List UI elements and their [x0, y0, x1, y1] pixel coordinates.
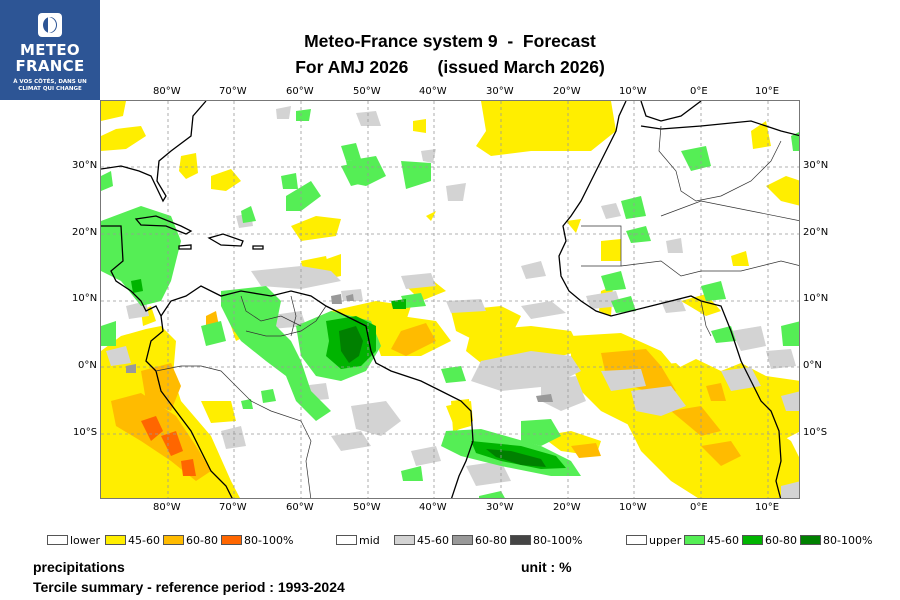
- meteo-france-emblem-icon: [38, 13, 62, 37]
- logo-tagline-line2: CLIMAT QUI CHANGE: [18, 86, 82, 92]
- lon-tick-bottom: 0°E: [690, 502, 708, 513]
- legend-swatch: [452, 535, 473, 545]
- legend-swatch: [510, 535, 531, 545]
- lon-tick-top: 20°W: [553, 86, 581, 97]
- legend-swatch-mid: [336, 535, 357, 545]
- lon-tick-top: 30°W: [486, 86, 514, 97]
- legend-item-lower-45-60: 45-60: [105, 534, 160, 547]
- lon-tick-top: 60°W: [286, 86, 314, 97]
- lat-tick-left: 0°N: [78, 360, 97, 371]
- lon-tick-bottom: 10°W: [619, 502, 647, 513]
- lat-tick-right: 10°S: [803, 427, 828, 438]
- legend-swatch: [221, 535, 242, 545]
- chart-title: Meteo-France system 9 - Forecast: [304, 31, 596, 51]
- lon-tick-bottom: 60°W: [286, 502, 314, 513]
- lat-tick-right: 30°N: [803, 160, 829, 171]
- legend-item-upper-45-60: 45-60: [684, 534, 739, 547]
- unit-label: unit : %: [521, 559, 572, 575]
- legend-swatch-upper: [626, 535, 647, 545]
- lower-tercile-80-100: [141, 416, 196, 476]
- lat-tick-left: 10°N: [72, 293, 98, 304]
- lon-tick-bottom: 40°W: [419, 502, 447, 513]
- legend-swatch: [105, 535, 126, 545]
- legend-swatch: [684, 535, 705, 545]
- legend-item-mid-80-100: 80-100%: [510, 534, 582, 547]
- legend-item-lower-60-80: 60-80: [163, 534, 218, 547]
- lon-tick-top: 10°E: [755, 86, 780, 97]
- lat-tick-right: 10°N: [803, 293, 829, 304]
- mid-tercile-60-80: [126, 294, 553, 402]
- legend-mid: mid 45-60 60-80 80-100%: [336, 534, 586, 548]
- legend-item-upper-80-100: 80-100%: [800, 534, 872, 547]
- logo-tagline-line1: À VOS CÔTÉS, DANS UN: [13, 79, 87, 85]
- lon-tick-top: 40°W: [419, 86, 447, 97]
- legend-item-upper: upper: [626, 534, 681, 547]
- forecast-map[interactable]: [100, 100, 800, 499]
- lon-tick-bottom: 30°W: [486, 502, 514, 513]
- lon-tick-top: 0°E: [690, 86, 708, 97]
- legend-swatch: [742, 535, 763, 545]
- lat-tick-left: 10°S: [73, 427, 98, 438]
- lat-tick-right: 0°N: [803, 360, 822, 371]
- summary-label: Tercile summary - reference period : 199…: [33, 579, 345, 595]
- tercile-probability-map: [101, 101, 799, 498]
- lat-tick-left: 30°N: [72, 160, 98, 171]
- legend-item-mid-60-80: 60-80: [452, 534, 507, 547]
- legend-item-mid-45-60: 45-60: [394, 534, 449, 547]
- country-borders: [155, 125, 799, 498]
- graticule: [101, 101, 799, 498]
- logo-name-line2: FRANCE: [15, 57, 85, 75]
- legend-item-lower: lower: [47, 534, 100, 547]
- coastlines: [101, 101, 799, 498]
- lon-tick-top: 10°W: [619, 86, 647, 97]
- upper-tercile-80-100: [339, 326, 546, 467]
- lon-tick-bottom: 70°W: [219, 502, 247, 513]
- lon-tick-bottom: 20°W: [553, 502, 581, 513]
- legend-item-mid: mid: [336, 534, 380, 547]
- chart-subtitle: For AMJ 2026 (issued March 2026): [295, 57, 605, 77]
- variable-label: precipitations: [33, 559, 125, 575]
- lat-tick-right: 20°N: [803, 227, 829, 238]
- lon-tick-top: 70°W: [219, 86, 247, 97]
- lon-tick-bottom: 80°W: [153, 502, 181, 513]
- legend-swatch: [800, 535, 821, 545]
- legend-item-lower-80-100: 80-100%: [221, 534, 293, 547]
- lon-tick-bottom: 50°W: [353, 502, 381, 513]
- meteo-france-logo: METEO FRANCE À VOS CÔTÉS, DANS UN CLIMAT…: [0, 0, 100, 100]
- lon-tick-top: 50°W: [353, 86, 381, 97]
- lat-tick-left: 20°N: [72, 227, 98, 238]
- legend-lower: lower 45-60 60-80 80-100%: [47, 534, 297, 548]
- legend-item-upper-60-80: 60-80: [742, 534, 797, 547]
- legend-swatch-lower: [47, 535, 68, 545]
- legend-swatch: [163, 535, 184, 545]
- lon-tick-bottom: 10°E: [755, 502, 780, 513]
- lon-tick-top: 80°W: [153, 86, 181, 97]
- legend-upper: upper 45-60 60-80 80-100%: [626, 534, 886, 548]
- legend-swatch: [394, 535, 415, 545]
- logo-name-line1: METEO: [20, 41, 80, 59]
